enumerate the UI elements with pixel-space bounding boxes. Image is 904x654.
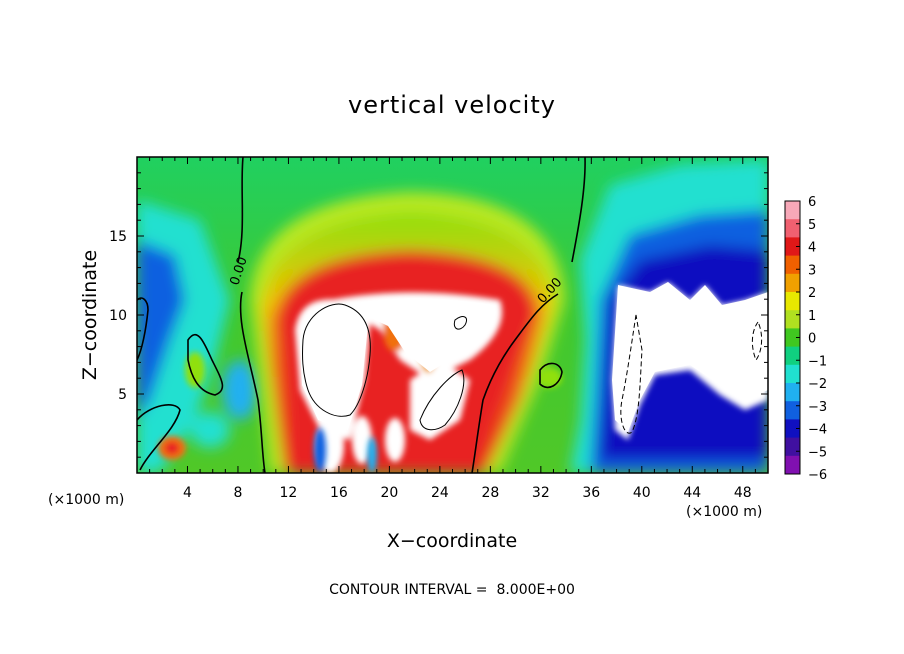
x-tick-label: 44 [683, 485, 701, 501]
colorbar-swatch [785, 437, 800, 457]
colorbar-swatch [785, 455, 800, 475]
colorbar-swatch [785, 383, 800, 402]
y-axis-label: Z−coordinate [79, 250, 101, 380]
contour-lines [137, 157, 763, 473]
colorbar-label: −3 [808, 400, 827, 415]
colorbar-label: −6 [808, 468, 827, 483]
colorbar-label: 2 [808, 286, 816, 301]
contour-interval-note: CONTOUR INTERVAL = 8.000E+00 [329, 582, 575, 598]
x-tick-label: 12 [280, 485, 298, 501]
x-tick-label: 16 [330, 485, 348, 501]
z-unit-label: (×1000 m) [686, 504, 762, 520]
colorbar-label: 3 [808, 263, 816, 278]
colorbar-swatch [785, 401, 800, 420]
x-tick-label: 24 [431, 485, 449, 501]
colorbar-label: −2 [808, 377, 827, 392]
colorbar-label: −5 [808, 445, 827, 460]
colorbar-label: 5 [808, 218, 816, 233]
colorbar-swatch [785, 419, 800, 439]
colorbar-label: 4 [808, 241, 816, 256]
colorbar-swatch [785, 201, 800, 220]
colorbar-swatch [785, 292, 800, 311]
y-tick-label: 5 [118, 387, 127, 403]
x-unit-label: (×1000 m) [48, 492, 124, 508]
colorbar-swatch [785, 310, 800, 329]
x-axis-ticks: 4 8 12 16 20 24 28 32 36 40 44 48 [149, 157, 756, 501]
colorbar-label: −1 [808, 354, 827, 369]
y-tick-label: 10 [109, 308, 127, 324]
colorbar-labels: 6 5 4 3 2 1 0 −1 −2 −3 −4 −5 −6 [796, 195, 827, 483]
x-tick-label: 40 [633, 485, 651, 501]
colorbar [784, 200, 801, 475]
x-tick-label: 28 [481, 485, 499, 501]
y-axis-ticks: 5 10 15 [109, 172, 768, 458]
colorbar-swatch [785, 364, 800, 384]
x-tick-label: 4 [183, 485, 192, 501]
y-tick-label: 15 [109, 229, 127, 245]
colorbar-swatch [785, 237, 800, 257]
colorbar-label: 1 [808, 309, 816, 324]
x-tick-label: 32 [532, 485, 550, 501]
chart-title: vertical velocity [348, 91, 556, 119]
colorbar-label: 6 [808, 195, 816, 210]
x-axis-label: X−coordinate [387, 530, 517, 552]
colorbar-label: −4 [808, 423, 827, 438]
colorbar-swatch [785, 346, 800, 366]
colorbar-label: 0 [808, 332, 816, 347]
x-tick-label: 8 [233, 485, 242, 501]
x-tick-label: 36 [582, 485, 600, 501]
colorbar-swatch [785, 255, 800, 275]
x-tick-label: 20 [380, 485, 398, 501]
colorbar-swatch [785, 273, 800, 293]
x-tick-label: 48 [734, 485, 752, 501]
colorbar-swatch [785, 219, 800, 238]
velocity-field [137, 157, 768, 473]
colorbar-swatch [785, 328, 800, 348]
